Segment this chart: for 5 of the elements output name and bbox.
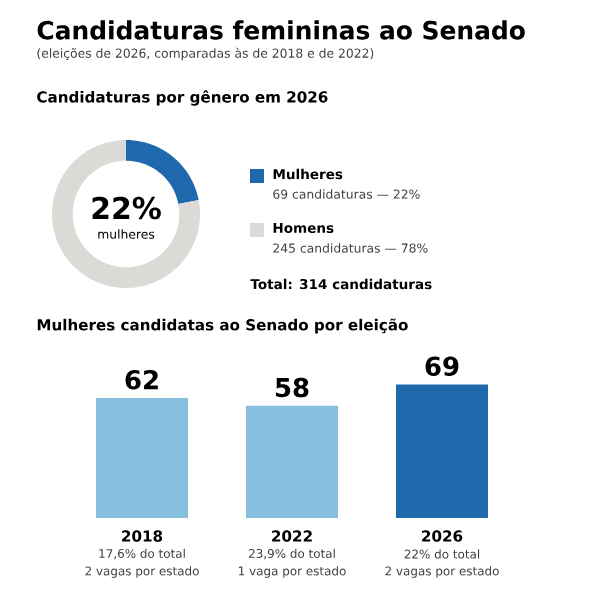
chart-title: Candidaturas femininas ao Senado	[37, 20, 525, 40]
data-label: 69	[425, 356, 459, 377]
data-label: 62	[125, 369, 158, 390]
text: 22%	[92, 196, 161, 220]
data-label: 58	[275, 377, 309, 398]
